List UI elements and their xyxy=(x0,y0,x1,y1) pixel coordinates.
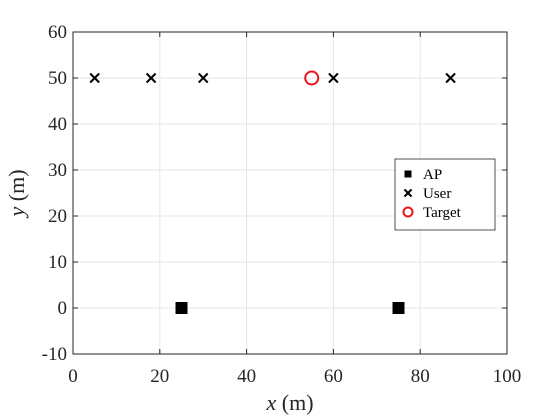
user-point xyxy=(145,72,157,84)
legend-marker-user xyxy=(403,188,413,198)
ap-point xyxy=(175,302,188,314)
x-tick-label: 80 xyxy=(411,366,430,387)
x-tick-label: 40 xyxy=(237,366,256,387)
user-point xyxy=(197,72,209,84)
legend: AP User Target xyxy=(394,158,496,231)
x-tick-label: 0 xyxy=(68,366,78,387)
x-tick-label: 60 xyxy=(324,366,343,387)
plot-area-frame xyxy=(72,31,508,355)
legend-label-ap: AP xyxy=(423,167,442,183)
user-point xyxy=(445,72,456,84)
y-axis-label: y (m) xyxy=(4,169,29,218)
y-axis-label-unit: (m) xyxy=(4,169,29,201)
legend-label-user: User xyxy=(423,186,451,202)
y-tick-label: 20 xyxy=(48,206,67,227)
legend-box xyxy=(394,158,496,231)
y-tick-label: 50 xyxy=(48,68,67,89)
ap-point xyxy=(392,302,405,314)
x-tick-label: 100 xyxy=(493,366,522,387)
y-tick-label: 40 xyxy=(48,114,67,135)
y-tick-label: 30 xyxy=(48,160,67,181)
legend-marker-target xyxy=(402,206,414,218)
data-marks xyxy=(89,70,456,314)
y-tick-label: 60 xyxy=(48,22,67,43)
y-axis-label-var: y xyxy=(4,207,29,219)
x-tick-label: 20 xyxy=(150,366,169,387)
y-tick-label: 10 xyxy=(48,252,67,273)
target-point xyxy=(304,70,320,86)
x-axis-label-unit: (m) xyxy=(282,390,314,415)
user-point xyxy=(328,72,339,84)
x-axis-label-var: x xyxy=(265,390,276,415)
y-tick-label: -10 xyxy=(42,344,67,365)
x-axis-label: x (m) xyxy=(265,390,313,415)
legend-label-target: Target xyxy=(423,205,462,221)
legend-marker-ap xyxy=(404,170,412,178)
user-point xyxy=(89,72,100,84)
axis-ticks xyxy=(72,31,508,355)
y-tick-label: 0 xyxy=(58,298,68,319)
